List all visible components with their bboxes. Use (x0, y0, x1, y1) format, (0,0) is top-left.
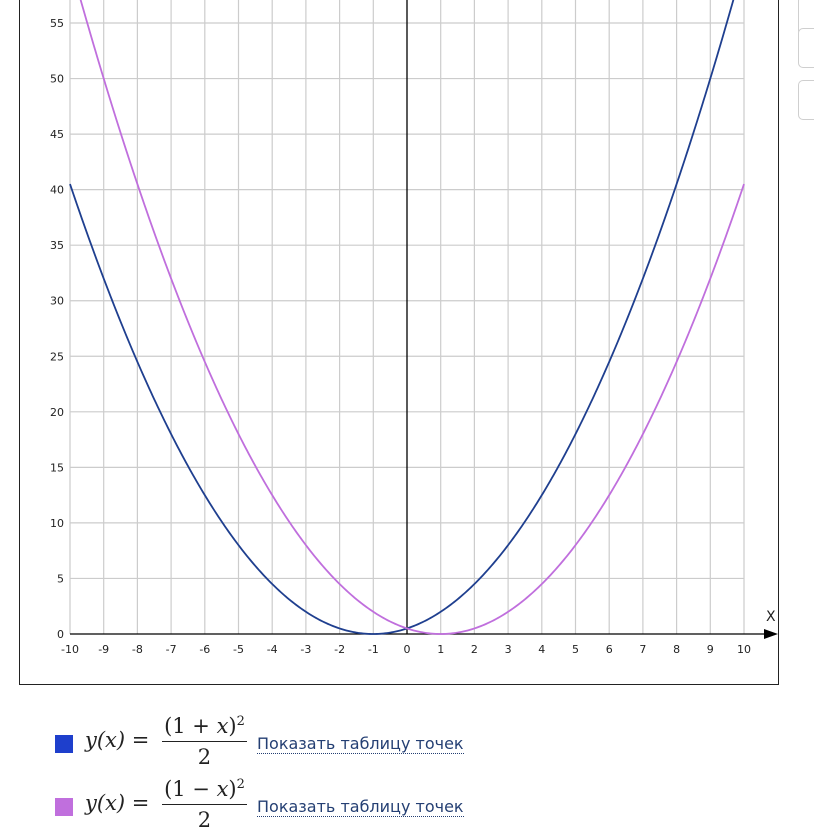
x-tick-label: -9 (98, 643, 109, 656)
x-axis-label: X (766, 609, 776, 625)
x-tick-label: -3 (300, 643, 311, 656)
show-points-table-link-1[interactable]: Показать таблицу точек (257, 734, 464, 754)
x-tick-label: -5 (233, 643, 244, 656)
x-tick-label: -8 (132, 643, 143, 656)
plot-frame: X -10 -9 -8 -7 -6 -5 -4 -3 -2 -1 0 1 2 3 4 5 6 7 8 9 10 0 5 10 1… (19, 0, 779, 685)
y-tick-label: 50 (50, 73, 64, 86)
y-tick-label: 20 (50, 406, 64, 419)
numerator-open: (1 + (164, 714, 217, 738)
denominator: 2 (197, 808, 212, 832)
y-tick-label: 45 (50, 128, 64, 141)
x-tick-label: -10 (61, 643, 79, 656)
y-tick-label: 5 (57, 572, 64, 585)
y-tick-label: 25 (50, 350, 64, 363)
toolbar-button-2[interactable] (798, 28, 814, 68)
chart: X -10 -9 -8 -7 -6 -5 -4 -3 -2 -1 0 1 2 3 4 5 6 7 8 9 1005101… (50, 0, 778, 656)
x-tick-label: -1 (368, 643, 379, 656)
x-axis-arrow (764, 629, 778, 639)
y-tick-label: 55 (50, 17, 64, 30)
numerator-var: x (216, 777, 229, 801)
side-toolbar (798, 0, 814, 126)
x-tick-label: 0 (404, 643, 411, 656)
x-tick-label: 3 (505, 643, 512, 656)
x-tick-label: 9 (707, 643, 714, 656)
axes: X (70, 0, 778, 639)
y-tick-label: 10 (50, 517, 64, 530)
x-tick-label: 6 (606, 643, 613, 656)
x-tick-label: -7 (166, 643, 177, 656)
series-layer (69, 0, 745, 635)
legend-formula-2: y(x) = (1 − x)2 2 (85, 777, 247, 832)
numerator-open: (1 − (164, 777, 217, 801)
numerator-close: ) (228, 714, 237, 738)
fraction: (1 + x)2 2 (162, 714, 247, 769)
y-tick-label: 0 (57, 628, 64, 641)
legend-swatch-2 (55, 798, 73, 816)
y-tick-label: 40 (50, 184, 64, 197)
numerator-var: x (216, 714, 229, 738)
exponent: 2 (236, 714, 245, 729)
y-tick-label: 30 (50, 295, 64, 308)
denominator: 2 (197, 745, 212, 769)
x-tick-label: 5 (572, 643, 579, 656)
x-tick-label: 4 (538, 643, 545, 656)
tick-labels: -10 -9 -8 -7 -6 -5 -4 -3 -2 -1 0 1 2 3 4 5 6 7 8 9 100510152… (50, 17, 751, 656)
numerator-close: ) (228, 777, 237, 801)
formula-lhs: y(x) = (85, 791, 150, 815)
x-tick-label: 7 (639, 643, 646, 656)
x-tick-label: 1 (437, 643, 444, 656)
x-tick-label: 10 (737, 643, 751, 656)
x-tick-label: -4 (267, 643, 278, 656)
formula-lhs: y(x) = (85, 728, 150, 752)
show-points-table-link-2[interactable]: Показать таблицу точек (257, 797, 464, 817)
x-tick-label: 2 (471, 643, 478, 656)
toolbar-button-3[interactable] (798, 80, 814, 120)
legend-swatch-1 (55, 735, 73, 753)
x-tick-label: 8 (673, 643, 680, 656)
legend-formula-1: y(x) = (1 + x)2 2 (85, 714, 247, 769)
series-2-line (79, 0, 745, 635)
fraction: (1 − x)2 2 (162, 777, 247, 832)
x-tick-label: -2 (334, 643, 345, 656)
x-tick-label: -6 (199, 643, 210, 656)
y-tick-label: 35 (50, 239, 64, 252)
exponent: 2 (236, 777, 245, 792)
y-tick-label: 15 (50, 461, 64, 474)
